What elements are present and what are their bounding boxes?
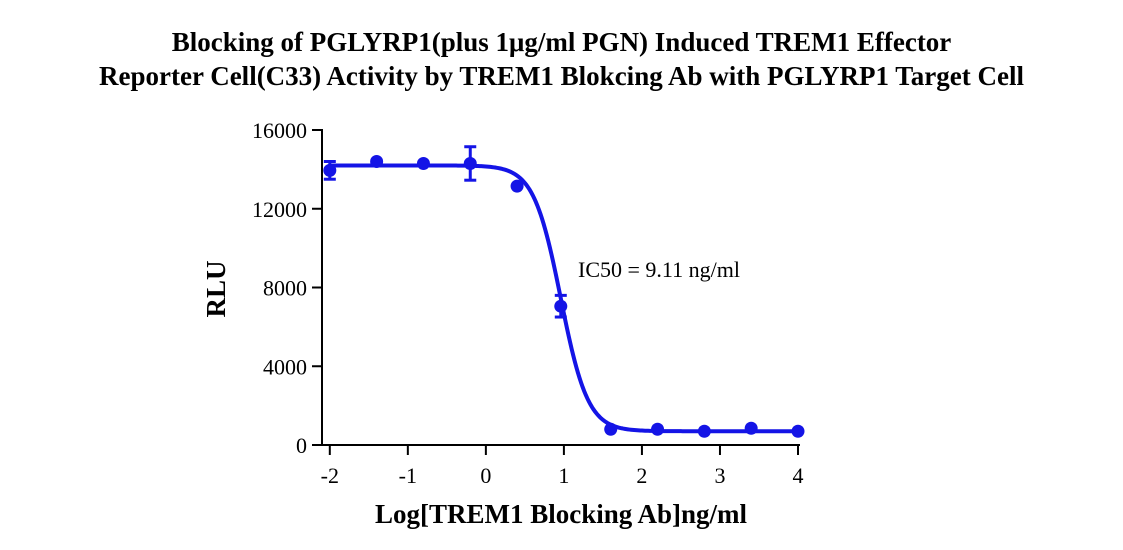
y-tick-label: 0 [296,433,307,458]
data-point [323,163,337,177]
x-ticks: -2 -1 0 1 2 3 4 [321,445,804,488]
error-bars [323,145,567,319]
y-tick-label: 8000 [263,276,307,301]
x-tick-label: 3 [714,463,725,488]
x-tick-label: 2 [636,463,647,488]
data-point [510,179,524,193]
y-ticks: 0 4000 8000 12000 16000 [252,118,322,458]
y-tick-label: 4000 [263,354,307,379]
data-point [697,424,711,438]
chart-title-line-1: Blocking of PGLYRP1(plus 1μg/ml PGN) Ind… [171,27,952,57]
data-point [416,156,430,170]
x-tick-label: -1 [399,463,417,488]
y-tick-label: 16000 [252,118,307,143]
y-tick-label: 12000 [252,197,307,222]
x-tick-label: 1 [558,463,569,488]
fit-curve [329,163,798,434]
x-tick-label: 4 [793,463,804,488]
data-points [323,155,805,438]
x-axis-label: Log[TREM1 Blocking Ab]ng/ml [375,499,748,529]
data-point [370,155,384,168]
ic50-annotation: IC50 = 9.11 ng/ml [578,257,740,282]
data-point [554,299,568,313]
data-point [463,156,477,170]
y-axis-label: RLU [201,260,231,317]
x-tick-label: 0 [480,463,491,488]
data-point [791,424,805,438]
x-tick-label: -2 [321,463,339,488]
data-point [651,422,665,436]
chart-title-line-2: Reporter Cell(C33) Activity by TREM1 Blo… [99,61,1024,91]
data-point [604,422,618,436]
data-point [744,421,758,435]
